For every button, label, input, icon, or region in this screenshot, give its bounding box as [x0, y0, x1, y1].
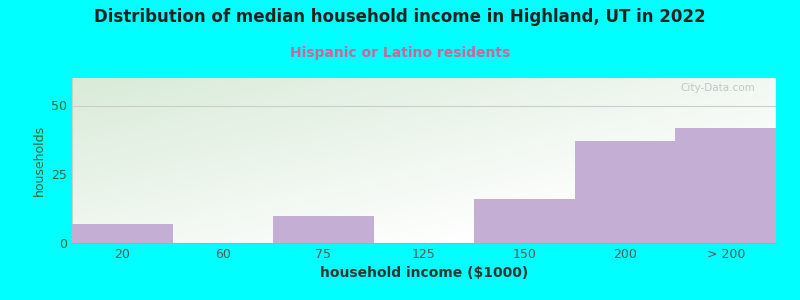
- Bar: [72, 224, 173, 243]
- X-axis label: household income ($1000): household income ($1000): [320, 266, 528, 280]
- Bar: [675, 128, 776, 243]
- Text: Distribution of median household income in Highland, UT in 2022: Distribution of median household income …: [94, 8, 706, 26]
- Y-axis label: households: households: [33, 125, 46, 196]
- Bar: [575, 141, 675, 243]
- Bar: [474, 199, 575, 243]
- Bar: [273, 215, 374, 243]
- Text: City-Data.com: City-Data.com: [680, 83, 755, 93]
- Text: Hispanic or Latino residents: Hispanic or Latino residents: [290, 46, 510, 61]
